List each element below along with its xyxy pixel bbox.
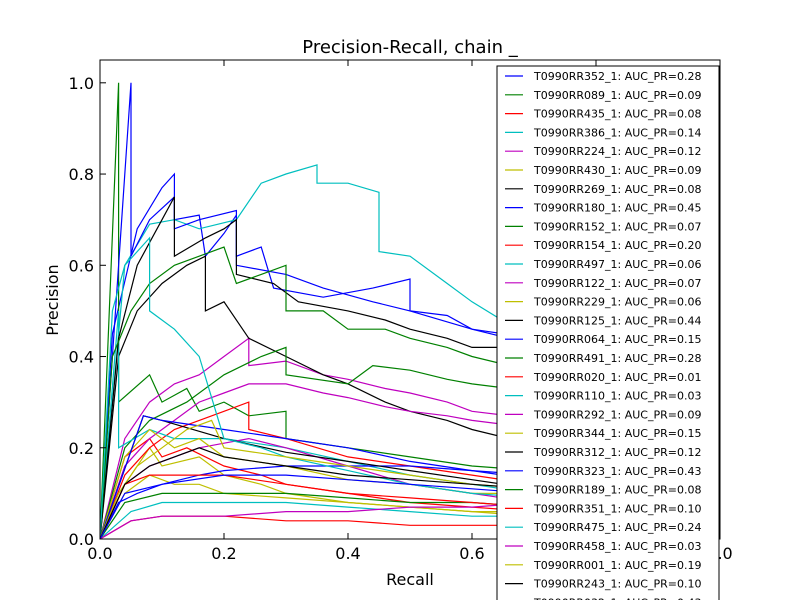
legend-label-28: T0990RR032_1: AUC_PR=0.43: [533, 596, 701, 600]
legend-entry-20: T0990RR312_1: AUC_PR=0.12: [505, 446, 701, 459]
legend-label-5: T0990RR430_1: AUC_PR=0.09: [533, 164, 701, 177]
series-line-21: [100, 415, 535, 539]
series-line-23: [100, 474, 535, 539]
legend-entry-5: T0990RR430_1: AUC_PR=0.09: [505, 164, 701, 177]
y-tick-label-5: 1.0: [69, 74, 94, 93]
legend-label-26: T0990RR001_1: AUC_PR=0.19: [533, 559, 701, 572]
legend-label-19: T0990RR344_1: AUC_PR=0.15: [533, 427, 701, 440]
legend-label-3: T0990RR386_1: AUC_PR=0.14: [533, 126, 701, 139]
legend-label-2: T0990RR435_1: AUC_PR=0.08: [533, 108, 701, 121]
legend-entry-13: T0990RR125_1: AUC_PR=0.44: [505, 314, 701, 327]
legend-label-25: T0990RR458_1: AUC_PR=0.03: [533, 540, 701, 553]
legend-entry-22: T0990RR189_1: AUC_PR=0.08: [505, 484, 701, 497]
legend-label-9: T0990RR154_1: AUC_PR=0.20: [533, 239, 701, 252]
legend-label-16: T0990RR020_1: AUC_PR=0.01: [533, 371, 701, 384]
legend-label-4: T0990RR224_1: AUC_PR=0.12: [533, 145, 701, 158]
series-line-6: [100, 255, 535, 539]
series-line-13: [100, 196, 535, 539]
series-line-0: [100, 172, 534, 539]
legend-entry-10: T0990RR497_1: AUC_PR=0.06: [505, 258, 701, 271]
legend-label-22: T0990RR189_1: AUC_PR=0.08: [533, 484, 701, 497]
legend-label-21: T0990RR323_1: AUC_PR=0.43: [533, 465, 701, 478]
legend-label-24: T0990RR475_1: AUC_PR=0.24: [533, 521, 701, 534]
series-line-24: [100, 236, 535, 539]
legend-entry-11: T0990RR122_1: AUC_PR=0.07: [505, 277, 701, 290]
legend-label-23: T0990RR351_1: AUC_PR=0.10: [533, 502, 701, 515]
series-line-7: [100, 82, 535, 539]
legend-label-17: T0990RR110_1: AUC_PR=0.03: [533, 390, 701, 403]
legend-entry-28: T0990RR032_1: AUC_PR=0.43: [533, 596, 701, 600]
legend-entry-21: T0990RR323_1: AUC_PR=0.43: [505, 465, 701, 478]
plot-frame: [99, 59, 721, 540]
series-line-27: [100, 447, 535, 539]
legend-label-10: T0990RR497_1: AUC_PR=0.06: [533, 258, 701, 271]
legend-label-0: T0990RR352_1: AUC_PR=0.28: [533, 70, 701, 83]
legend-entry-25: T0990RR458_1: AUC_PR=0.03: [505, 540, 701, 553]
legend-box: [496, 65, 720, 600]
y-tick-label-1: 0.2: [69, 439, 94, 458]
series-line-2: [100, 437, 535, 539]
series-line-22: [100, 492, 535, 539]
series-line-25: [100, 501, 535, 539]
legend-label-1: T0990RR089_1: AUC_PR=0.09: [533, 89, 701, 102]
series-line-3: [100, 164, 535, 539]
y-tick-label-0: 0.0: [69, 530, 94, 549]
series-line-26: [100, 419, 535, 539]
legend-entry-3: T0990RR386_1: AUC_PR=0.14: [505, 126, 701, 139]
legend-entry-17: T0990RR110_1: AUC_PR=0.03: [505, 390, 701, 403]
legend-entry-15: T0990RR491_1: AUC_PR=0.28: [505, 352, 701, 365]
legend-entry-2: T0990RR435_1: AUC_PR=0.08: [505, 108, 701, 121]
legend-entry-18: T0990RR292_1: AUC_PR=0.09: [505, 408, 701, 421]
y-axis-label: Precision: [43, 264, 62, 335]
legend-label-14: T0990RR064_1: AUC_PR=0.15: [533, 333, 701, 346]
chart-title: Precision-Recall, chain _: [302, 37, 518, 58]
legend-entry-14: T0990RR064_1: AUC_PR=0.15: [505, 333, 701, 346]
legend-entry-16: T0990RR020_1: AUC_PR=0.01: [505, 371, 701, 384]
legend-entry-4: T0990RR224_1: AUC_PR=0.12: [505, 145, 701, 158]
legend-label-6: T0990RR269_1: AUC_PR=0.08: [533, 183, 701, 196]
legend-entry-27: T0990RR243_1: AUC_PR=0.10: [505, 578, 701, 591]
series-line-17: [100, 501, 534, 539]
legend-label-11: T0990RR122_1: AUC_PR=0.07: [533, 277, 701, 290]
legend-entry-24: T0990RR475_1: AUC_PR=0.24: [505, 521, 701, 534]
x-tick-label-3: 0.6: [459, 544, 484, 563]
legend-entry-26: T0990RR001_1: AUC_PR=0.19: [505, 559, 701, 572]
legend-label-20: T0990RR312_1: AUC_PR=0.12: [533, 446, 701, 459]
y-tick-label-4: 0.8: [69, 165, 94, 184]
legend-entry-9: T0990RR154_1: AUC_PR=0.20: [505, 239, 701, 252]
x-tick-label-1: 0.2: [211, 544, 236, 563]
legend-entry-19: T0990RR344_1: AUC_PR=0.15: [505, 427, 701, 440]
x-tick-label-2: 0.4: [335, 544, 360, 563]
legend: T0990RR352_1: AUC_PR=0.28 T0990RR089_1: A…: [496, 65, 720, 600]
legend-entry-23: T0990RR351_1: AUC_PR=0.10: [505, 502, 701, 515]
legend-label-13: T0990RR125_1: AUC_PR=0.44: [533, 314, 701, 327]
y-tick-label-2: 0.4: [69, 348, 94, 367]
legend-entry-8: T0990RR152_1: AUC_PR=0.07: [505, 220, 701, 233]
legend-entry-7: T0990RR180_1: AUC_PR=0.45: [505, 202, 701, 215]
legend-entry-1: T0990RR089_1: AUC_PR=0.09: [505, 89, 701, 102]
legend-label-8: T0990RR152_1: AUC_PR=0.07: [533, 220, 701, 233]
series-line-14: [100, 465, 535, 539]
legend-label-12: T0990RR229_1: AUC_PR=0.06: [533, 296, 701, 309]
series-line-28: [100, 474, 535, 539]
legend-label-7: T0990RR180_1: AUC_PR=0.45: [533, 202, 701, 215]
y-tick-label-3: 0.6: [69, 256, 94, 275]
legend-label-27: T0990RR243_1: AUC_PR=0.10: [533, 578, 701, 591]
legend-label-18: T0990RR292_1: AUC_PR=0.09: [533, 408, 701, 421]
x-tick-label-0: 0.0: [87, 544, 112, 563]
legend-entry-6: T0990RR269_1: AUC_PR=0.08: [505, 183, 701, 196]
series-line-18: [100, 383, 534, 539]
legend-label-15: T0990RR491_1: AUC_PR=0.28: [533, 352, 701, 365]
series-line-1: [100, 82, 535, 539]
legend-entry-12: T0990RR229_1: AUC_PR=0.06: [505, 296, 701, 309]
series-line-8: [100, 346, 535, 539]
series-layer: [100, 82, 535, 539]
legend-entry-0: T0990RR352_1: AUC_PR=0.28: [505, 70, 701, 83]
x-axis-label: Recall: [386, 570, 434, 589]
